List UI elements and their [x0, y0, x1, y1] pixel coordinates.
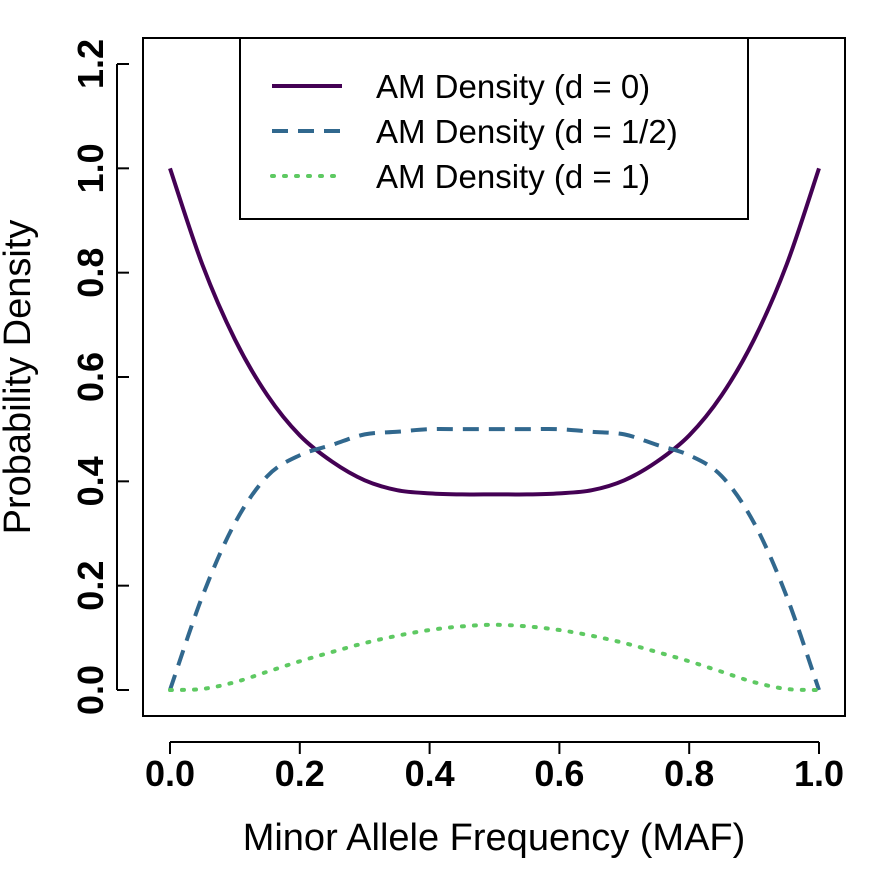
legend-box	[239, 37, 749, 220]
y-tick-label: 0.8	[70, 248, 111, 298]
series-line-1	[168, 167, 821, 497]
y-axis-title: Probability Density	[0, 220, 39, 535]
x-tick-label: 0.4	[405, 753, 455, 794]
y-tick-label: 0.2	[70, 561, 111, 611]
y-tick-label: 0.4	[70, 456, 111, 506]
x-axis-title: Minor Allele Frequency (MAF)	[243, 817, 746, 859]
x-tick-label: 0.8	[664, 753, 714, 794]
axes: 0.0 0.2 0.4 0.6 0.8 1.0 0.0 0.2 0.4 0.6 0.8 1.0 1.2	[70, 39, 844, 794]
y-tick-label: 1.0	[70, 143, 111, 193]
y-tick-label: 0.0	[70, 665, 111, 715]
series-line-3	[168, 622, 821, 692]
y-tick-label: 1.2	[70, 39, 111, 89]
x-tick-label: 0.2	[275, 753, 325, 794]
y-tick-label: 0.6	[70, 352, 111, 402]
series-layer	[168, 167, 821, 692]
x-tick-label: 0.0	[145, 753, 195, 794]
x-tick-label: 1.0	[794, 753, 844, 794]
x-tick-label: 0.6	[534, 753, 584, 794]
series-line-2	[168, 426, 821, 691]
legend-label-3: AM Density (d = 1)	[376, 158, 650, 195]
legend-label-1: AM Density (d = 0)	[376, 68, 650, 105]
legend: AM Density (d = 0) AM Density (d = 1/2) AM…	[239, 37, 749, 220]
legend-label-2: AM Density (d = 1/2)	[376, 113, 678, 150]
